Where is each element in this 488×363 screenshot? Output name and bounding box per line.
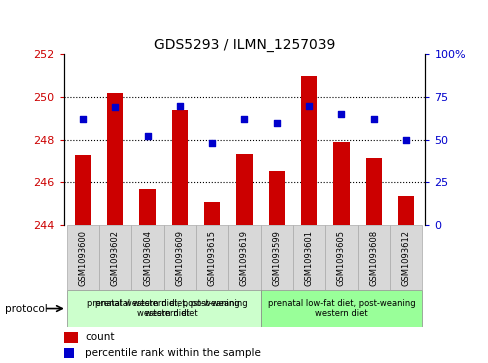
Bar <box>260 290 421 327</box>
Bar <box>107 93 123 225</box>
Point <box>305 103 312 109</box>
Text: GSM1093608: GSM1093608 <box>368 230 377 286</box>
Bar <box>260 225 292 290</box>
Text: prenatal western diet, post-weaning
western diet: prenatal western diet, post-weaning west… <box>95 299 247 318</box>
Point <box>272 120 280 126</box>
Bar <box>67 225 99 290</box>
Bar <box>131 225 163 290</box>
Text: GSM1093599: GSM1093599 <box>272 230 281 286</box>
Text: GSM1093615: GSM1093615 <box>207 230 216 286</box>
Bar <box>75 155 91 225</box>
Point <box>337 111 345 117</box>
Point <box>369 117 377 122</box>
Point <box>111 105 119 110</box>
Bar <box>139 189 155 225</box>
Bar <box>228 225 260 290</box>
Bar <box>63 332 78 343</box>
Point <box>240 117 248 122</box>
Bar <box>163 225 196 290</box>
Bar <box>268 171 285 225</box>
Bar <box>325 225 357 290</box>
Bar <box>389 225 421 290</box>
Bar <box>292 225 325 290</box>
Text: GSM1093619: GSM1093619 <box>240 230 248 286</box>
Text: GSM1093600: GSM1093600 <box>78 230 87 286</box>
Point <box>79 117 87 122</box>
Bar <box>63 348 74 358</box>
Bar <box>99 225 131 290</box>
Text: prenatal western diet, post-weaning
western diet: prenatal western diet, post-weaning west… <box>87 299 240 318</box>
Bar <box>236 154 252 225</box>
Point <box>401 137 409 143</box>
Text: GSM1093612: GSM1093612 <box>401 230 410 286</box>
Bar <box>365 158 381 225</box>
Text: count: count <box>85 332 115 342</box>
Bar <box>171 110 187 225</box>
Bar <box>357 225 389 290</box>
Bar <box>203 201 220 225</box>
Title: GDS5293 / ILMN_1257039: GDS5293 / ILMN_1257039 <box>154 38 334 52</box>
Point <box>143 134 151 139</box>
Text: GSM1093605: GSM1093605 <box>336 230 345 286</box>
Point <box>176 103 183 109</box>
Text: protocol: protocol <box>5 303 47 314</box>
Point <box>208 140 216 146</box>
Bar <box>67 290 260 327</box>
Text: GSM1093609: GSM1093609 <box>175 230 184 286</box>
Bar <box>196 225 228 290</box>
Text: GSM1093601: GSM1093601 <box>304 230 313 286</box>
Text: percentile rank within the sample: percentile rank within the sample <box>85 348 261 358</box>
Text: GSM1093604: GSM1093604 <box>143 230 152 286</box>
Bar <box>397 196 413 225</box>
Bar <box>333 142 349 225</box>
Text: GSM1093602: GSM1093602 <box>111 230 120 286</box>
Text: prenatal low-fat diet, post-weaning
western diet: prenatal low-fat diet, post-weaning west… <box>267 299 414 318</box>
Bar <box>301 76 317 225</box>
